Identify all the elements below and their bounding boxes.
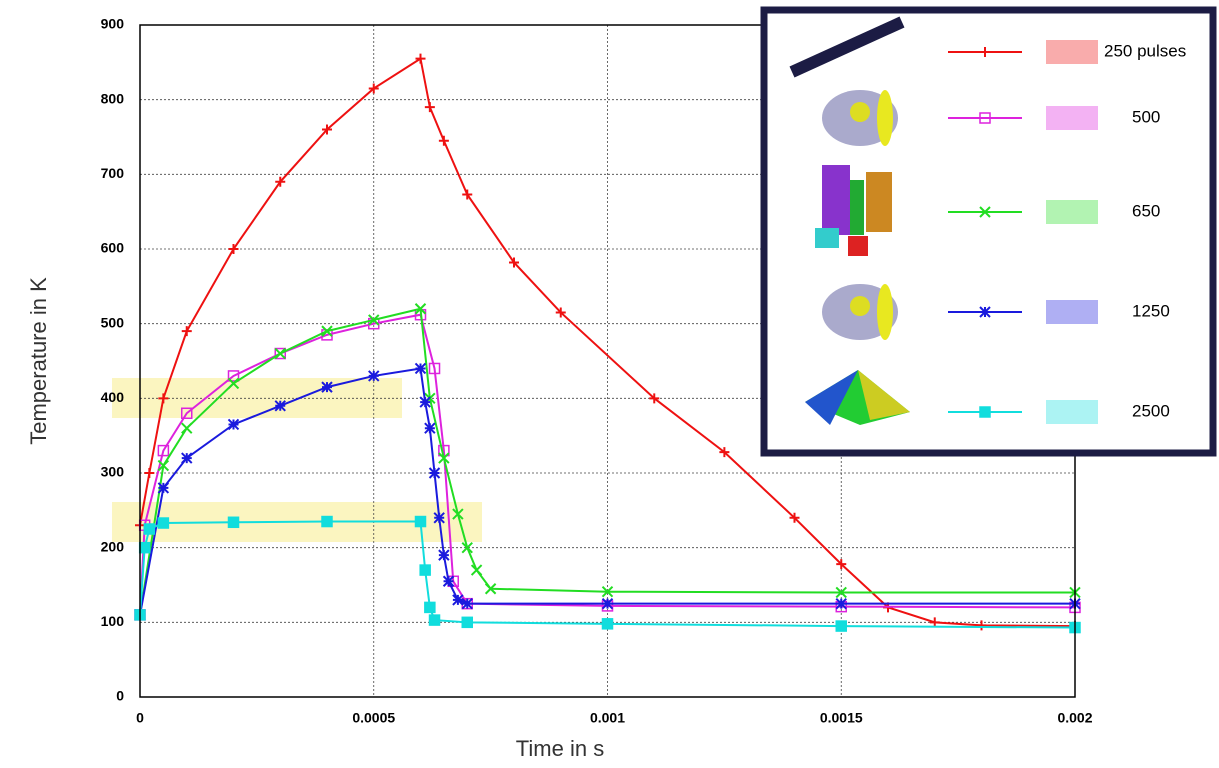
marker (416, 363, 426, 373)
marker (430, 468, 440, 478)
marker (322, 382, 332, 392)
x-tick-label: 0 (136, 710, 144, 726)
marker (462, 617, 472, 627)
y-tick-label: 800 (101, 90, 125, 106)
marker (416, 54, 426, 64)
marker (416, 517, 426, 527)
marker (275, 401, 285, 411)
marker (229, 419, 239, 429)
legend-patch (1046, 106, 1098, 130)
marker (472, 565, 482, 575)
marker (420, 397, 430, 407)
marker (434, 513, 444, 523)
marker (182, 326, 192, 336)
marker (425, 602, 435, 612)
marker (439, 550, 449, 560)
marker (980, 307, 990, 317)
legend: 250 pulses 500 650 1250 2500 (764, 10, 1213, 453)
legend-label: 1250 (1132, 301, 1170, 320)
marker (425, 423, 435, 433)
y-tick-label: 700 (101, 165, 125, 181)
legend-label: 650 (1132, 201, 1160, 220)
marker (369, 371, 379, 381)
x-tick-label: 0.002 (1057, 710, 1092, 726)
marker (439, 136, 449, 146)
page: {"chart_data": {"type": "line", "y_label… (0, 0, 1219, 768)
marker (158, 483, 168, 493)
y-tick-label: 400 (101, 389, 125, 405)
x-tick-label: 0.0005 (352, 710, 395, 726)
marker (977, 620, 987, 630)
marker (322, 517, 332, 527)
marker (229, 517, 239, 527)
x-axis-label: Time in s (516, 736, 604, 761)
marker (980, 407, 990, 417)
legend-label: 2500 (1132, 401, 1170, 420)
marker (836, 621, 846, 631)
marker (603, 599, 613, 609)
legend-patch (1046, 300, 1098, 324)
y-tick-label: 600 (101, 240, 125, 256)
marker (275, 349, 285, 359)
marker (420, 565, 430, 575)
x-tick-label: 0.0015 (820, 710, 863, 726)
y-tick-label: 900 (101, 16, 125, 32)
icon-ring (822, 90, 898, 146)
chart: Temperature in K Time in s 250 pulses 500… (0, 0, 1219, 768)
marker (182, 423, 192, 433)
marker (140, 543, 150, 553)
legend-patch (1046, 200, 1098, 224)
y-tick-label: 200 (101, 538, 125, 554)
y-axis-label: Temperature in K (26, 277, 51, 445)
marker (430, 615, 440, 625)
legend-patch (1046, 400, 1098, 424)
legend-label: 250 pulses (1104, 41, 1186, 60)
y-tick-label: 300 (101, 464, 125, 480)
marker (144, 468, 154, 478)
y-tick-label: 0 (116, 688, 124, 704)
x-tick-label: 0.001 (590, 710, 625, 726)
marker (603, 619, 613, 629)
legend-patch (1046, 40, 1098, 64)
marker (182, 453, 192, 463)
icon-ring (822, 284, 898, 340)
marker (453, 595, 463, 605)
y-tick-label: 500 (101, 314, 125, 330)
y-tick-label: 100 (101, 613, 125, 629)
marker (144, 524, 154, 534)
marker (462, 599, 472, 609)
legend-label: 500 (1132, 107, 1160, 126)
marker (836, 599, 846, 609)
marker (444, 576, 454, 586)
marker (425, 102, 435, 112)
marker (158, 518, 168, 528)
